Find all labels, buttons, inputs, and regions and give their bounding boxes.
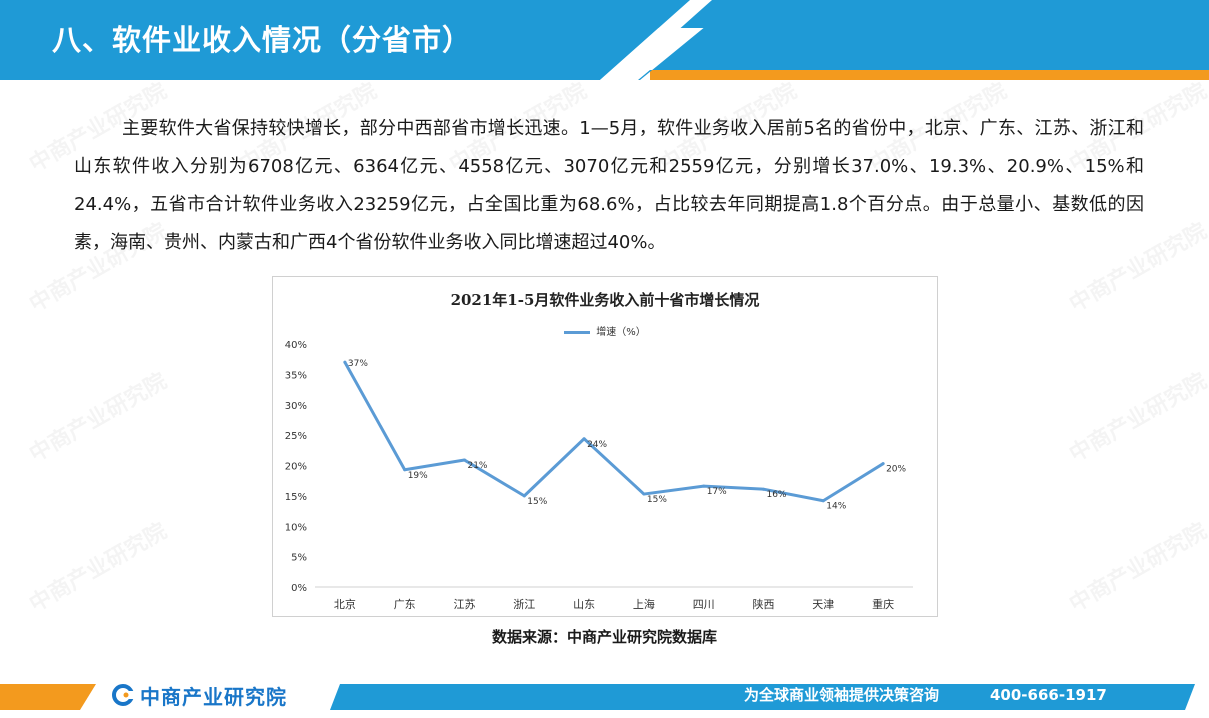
x-tick-label: 北京 — [334, 597, 356, 611]
watermark: 中商产业研究院 — [22, 364, 171, 469]
x-tick-label: 上海 — [633, 597, 655, 611]
footer-logo: 中商产业研究院 — [112, 682, 287, 709]
header-bar — [0, 0, 1209, 80]
data-label: 17% — [707, 487, 727, 497]
footer-bar — [0, 684, 1195, 710]
chart-legend: 增速（%） — [273, 323, 937, 338]
x-tick-label: 重庆 — [872, 597, 894, 611]
data-point — [881, 462, 885, 466]
data-point — [702, 484, 706, 488]
watermark: 中商产业研究院 — [1062, 514, 1209, 619]
line-chart: 0% 5% 10% 15% 20% 25% 30% 35% 40% 北京 广东 江苏 浙江 山东 上海 四川 陕… — [285, 340, 913, 611]
y-tick-label: 40% — [285, 340, 307, 351]
footer-phone: 400-666-1917 — [990, 686, 1107, 704]
data-label: 24% — [587, 440, 607, 450]
data-source: 数据来源：中商产业研究院数据库 — [491, 628, 717, 646]
watermark: 中商产业研究院 — [1062, 364, 1209, 469]
y-tick-label: 5% — [291, 553, 307, 564]
y-tick-label: 10% — [285, 522, 307, 533]
legend-label: 增速（%） — [596, 327, 646, 338]
data-label: 14% — [826, 502, 846, 512]
x-tick-label: 广东 — [394, 598, 416, 611]
y-tick-label: 25% — [285, 431, 307, 442]
series-line — [343, 360, 885, 503]
page-title: 八、软件业收入情况（分省市） — [52, 23, 473, 57]
data-point — [821, 499, 825, 503]
y-tick-label: 20% — [285, 462, 307, 473]
x-tick-label: 四川 — [693, 598, 715, 611]
body-paragraph: 主要软件大省保持较快增长，部分中西部省市增长迅速。1—5月，软件业务收入居前5名… — [74, 118, 1144, 253]
y-tick-label: 30% — [285, 401, 307, 412]
x-tick-label: 江苏 — [454, 598, 476, 611]
data-label: 15% — [647, 495, 667, 505]
data-label: 16% — [766, 490, 786, 500]
data-label: 20% — [886, 465, 906, 475]
data-point — [642, 492, 646, 496]
y-tick-label: 15% — [285, 492, 307, 503]
x-tick-label: 浙江 — [513, 598, 535, 611]
data-point — [582, 437, 586, 441]
data-point — [463, 458, 466, 462]
x-tick-label: 天津 — [812, 598, 834, 611]
chart-title: 2021年1-5月软件业务收入前十省市增长情况 — [450, 291, 760, 309]
data-label: 37% — [348, 359, 368, 369]
data-point — [522, 494, 526, 498]
company-logo-icon — [112, 684, 134, 706]
data-label: 21% — [467, 461, 487, 471]
logo-text: 中商产业研究院 — [140, 684, 287, 709]
data-label: 15% — [527, 497, 547, 507]
data-point — [762, 487, 765, 491]
legend-line-swatch — [564, 330, 591, 334]
x-tick-label: 山东 — [573, 598, 595, 611]
data-label: 19% — [408, 471, 428, 481]
y-tick-label: 35% — [285, 370, 307, 381]
footer-slogan: 为全球商业领袖提供决策咨询 — [744, 686, 940, 704]
x-tick-label: 陕西 — [753, 597, 775, 611]
data-point — [403, 468, 407, 472]
watermark: 中商产业研究院 — [22, 514, 171, 619]
data-point — [343, 360, 347, 364]
chart-frame: 2021年1-5月软件业务收入前十省市增长情况 增速（%） 0% 5% 10% 15%… — [272, 276, 938, 617]
y-tick-label: 0% — [291, 583, 307, 594]
